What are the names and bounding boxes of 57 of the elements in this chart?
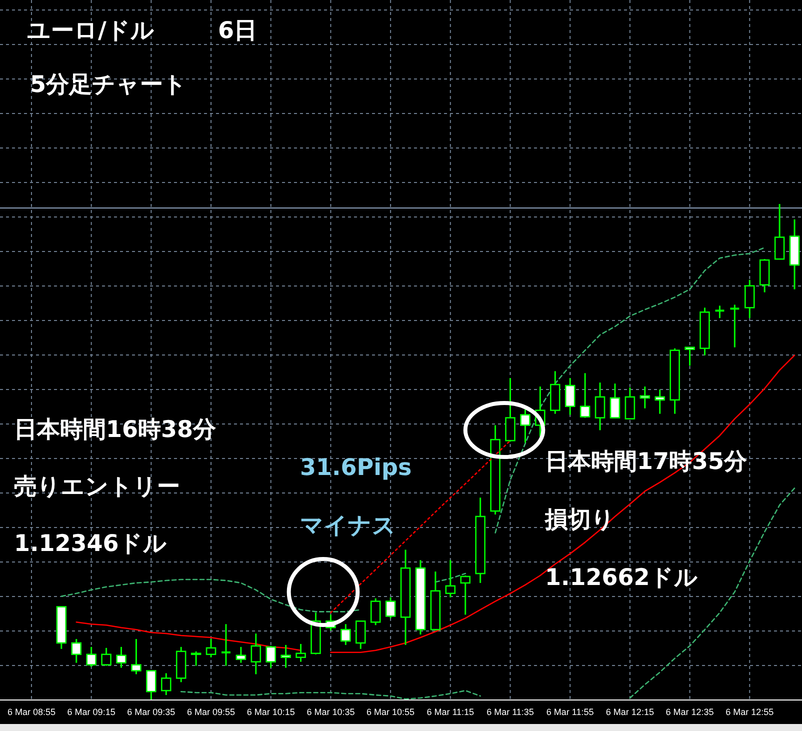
candlestick bbox=[220, 623, 232, 667]
chart-title: ユーロ/ドル bbox=[27, 18, 154, 44]
candlestick bbox=[86, 646, 96, 668]
x-tick-label: 6 Mar 12:55 bbox=[726, 707, 774, 717]
candlestick bbox=[610, 382, 620, 419]
annotation: 売りエントリー bbox=[14, 474, 180, 500]
annotation: 1.12662ドル bbox=[545, 565, 698, 591]
annotation: 日本時間16時38分 bbox=[14, 417, 218, 443]
chart-subtitle: 5分足チャート bbox=[30, 72, 188, 98]
candlestick bbox=[206, 638, 216, 658]
x-tick-label: 6 Mar 09:55 bbox=[187, 707, 236, 717]
candlestick bbox=[101, 647, 112, 667]
x-tick-label: 6 Mar 10:15 bbox=[246, 707, 295, 717]
candlestick bbox=[190, 650, 202, 667]
x-tick-label: 6 Mar 11:55 bbox=[546, 707, 594, 717]
candlestick bbox=[296, 643, 306, 663]
x-tick-label: 6 Mar 10:55 bbox=[366, 707, 415, 717]
candlestick bbox=[266, 645, 276, 669]
x-tick-label: 6 Mar 11:35 bbox=[486, 707, 534, 717]
annotation: 31.6Pips bbox=[300, 455, 412, 481]
annotation: マイナス bbox=[300, 513, 396, 539]
candlestick bbox=[445, 559, 456, 598]
candlestick bbox=[564, 377, 576, 416]
candlestick bbox=[280, 644, 291, 669]
candlestick bbox=[744, 279, 755, 319]
candlestick bbox=[131, 638, 142, 675]
candlestick bbox=[654, 388, 666, 415]
x-tick-label: 6 Mar 09:15 bbox=[67, 707, 116, 717]
candlestick bbox=[116, 646, 126, 669]
text: 6日 bbox=[218, 18, 258, 44]
candlestick bbox=[340, 623, 351, 646]
candlestick bbox=[370, 598, 381, 626]
x-tick-label: 6 Mar 12:15 bbox=[606, 707, 654, 717]
candlestick bbox=[71, 638, 82, 664]
candlestick bbox=[624, 386, 636, 420]
candlestick bbox=[250, 632, 262, 675]
candlestick bbox=[385, 596, 396, 619]
candlestick bbox=[520, 408, 530, 444]
candlestick bbox=[774, 203, 785, 260]
candlestick bbox=[684, 346, 695, 366]
x-tick-label: 6 Mar 11:15 bbox=[426, 707, 474, 717]
candlestick bbox=[505, 377, 516, 442]
candlestick bbox=[729, 304, 740, 348]
x-tick-label: 6 Mar 10:35 bbox=[306, 707, 355, 717]
candlestick bbox=[640, 386, 650, 410]
x-tick-label: 6 Mar 12:35 bbox=[666, 707, 714, 717]
candlestick bbox=[236, 646, 246, 664]
candlestick bbox=[594, 382, 606, 431]
annotation: 1.12346ドル bbox=[14, 531, 167, 557]
candlestick bbox=[714, 304, 726, 319]
x-tick-label: 6 Mar 09:35 bbox=[127, 707, 176, 717]
candlestick bbox=[460, 574, 471, 616]
candlestick bbox=[580, 372, 590, 419]
x-tick-label: 6 Mar 08:55 bbox=[7, 707, 56, 717]
annotation: 損切り bbox=[544, 507, 615, 533]
candlestick bbox=[160, 672, 172, 696]
candlestick bbox=[355, 620, 366, 650]
